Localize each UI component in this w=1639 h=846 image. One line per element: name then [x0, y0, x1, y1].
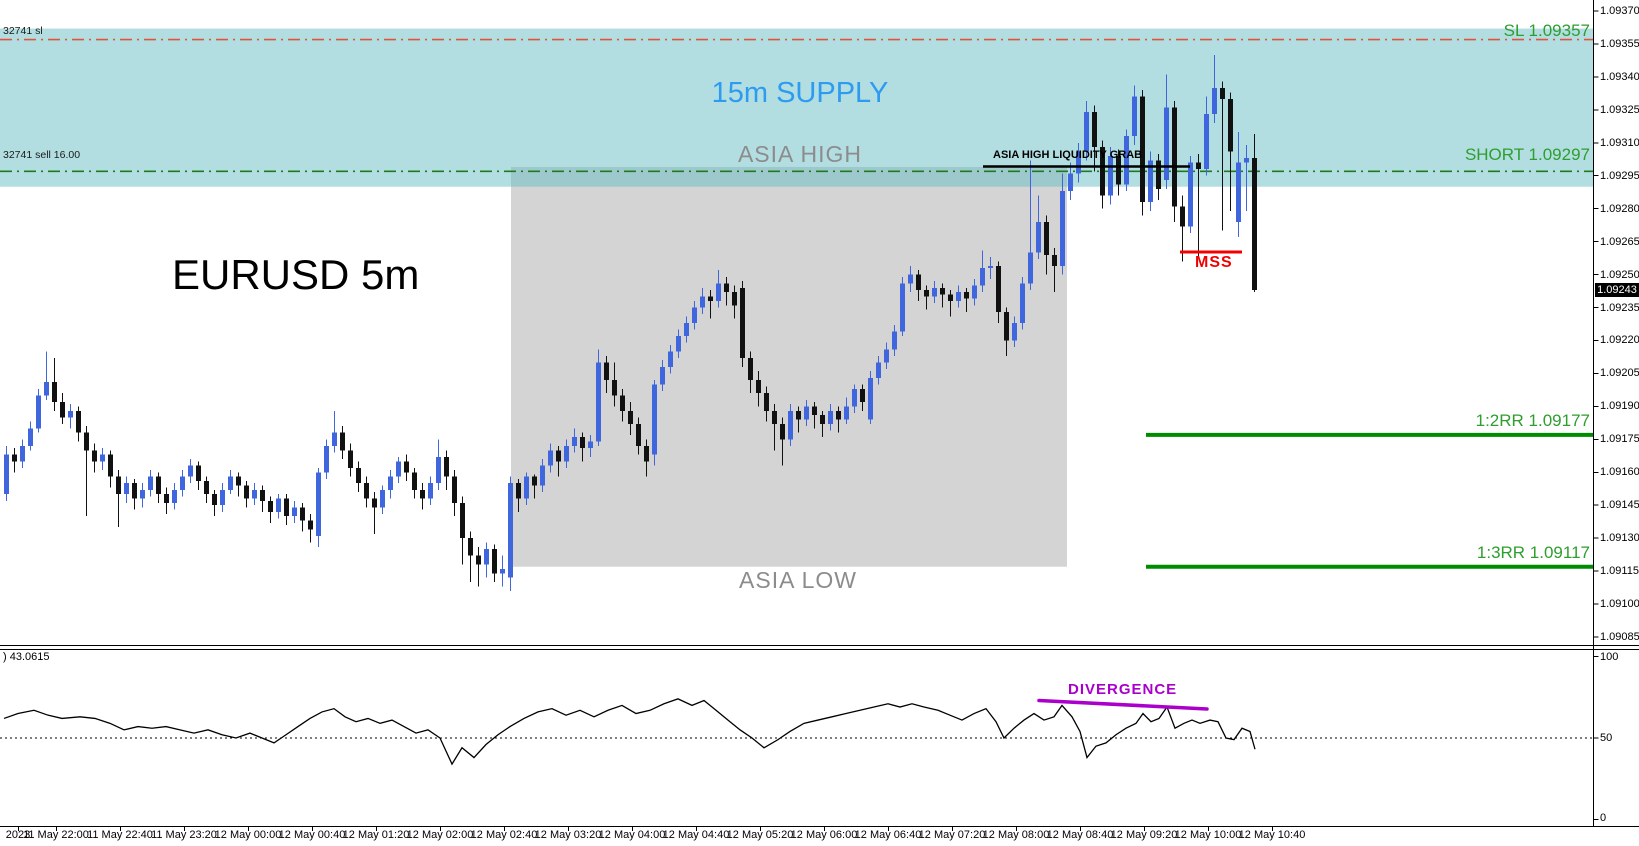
- rr3-level-label[interactable]: 1:3RR 1.09117: [1476, 543, 1590, 562]
- liquidity-grab-label[interactable]: ASIA HIGH LIQUIDITY GRAB: [993, 149, 1143, 161]
- symbol-watermark: EURUSD 5m: [172, 251, 420, 298]
- time-tick-label: 12 May 06:00: [790, 829, 858, 841]
- order-sl-tag[interactable]: 32741 sl: [3, 25, 43, 37]
- time-tick-label: 12 May 07:20: [918, 829, 986, 841]
- sl-level-label[interactable]: SL 1.09357: [1503, 21, 1590, 40]
- time-tick-label: 12 May 06:40: [854, 829, 922, 841]
- time-tick-label: 12 May 04:00: [598, 829, 666, 841]
- short-level-label[interactable]: SHORT 1.09297: [1464, 145, 1590, 164]
- time-tick-label: 12 May 02:40: [470, 829, 538, 841]
- price-tick-label: 1.09205: [1600, 367, 1639, 380]
- price-tick-label: 1.09220: [1600, 334, 1639, 347]
- time-tick-label: 12 May 09:20: [1110, 829, 1178, 841]
- supply-zone-box[interactable]: [0, 28, 1593, 187]
- time-tick-label: 12 May 00:40: [278, 829, 346, 841]
- current-price-badge: 1.09243: [1595, 283, 1639, 297]
- price-tick-label: 1.09295: [1600, 169, 1639, 182]
- asia-high-label[interactable]: ASIA HIGH: [737, 141, 863, 167]
- price-tick-label: 1.09265: [1600, 235, 1639, 248]
- time-tick-label: 12 May 10:40: [1238, 829, 1306, 841]
- time-tick-label: 12 May 02:00: [406, 829, 474, 841]
- divergence-line[interactable]: [1037, 698, 1209, 711]
- price-tick-label: 1.09145: [1600, 499, 1639, 512]
- price-tick-label: 1.09370: [1600, 5, 1639, 17]
- price-tick-label: 1.09175: [1600, 433, 1639, 446]
- price-tick-label: 1.09085: [1600, 630, 1639, 643]
- supply-zone-label[interactable]: 15m SUPPLY: [711, 77, 889, 109]
- mss-label[interactable]: MSS: [1195, 254, 1233, 271]
- time-tick-label: 11 May 23:20: [151, 829, 217, 841]
- asia-low-label[interactable]: ASIA LOW: [739, 567, 857, 593]
- order-sell-tag[interactable]: 32741 sell 16.00: [3, 149, 81, 161]
- time-tick-label: 12 May 03:20: [534, 829, 602, 841]
- asia-session-box[interactable]: [511, 166, 1067, 567]
- indicator-line: [3, 698, 1256, 766]
- indicator-scale-label: 0: [1600, 812, 1607, 824]
- divergence-label[interactable]: DIVERGENCE: [1068, 681, 1178, 698]
- indicator-value-label: ) 43.0615: [3, 651, 50, 663]
- price-tick-label: 1.09190: [1600, 400, 1639, 413]
- time-tick-label: 11 May 22:40: [87, 829, 153, 841]
- time-tick-label: 12 May 00:00: [214, 829, 282, 841]
- price-tick-label: 1.09325: [1600, 103, 1639, 116]
- time-tick-label: 12 May 05:20: [726, 829, 794, 841]
- time-tick-label: 2023: [5, 829, 31, 841]
- price-tick-label: 1.09250: [1600, 268, 1639, 281]
- price-tick-label: 1.09340: [1600, 70, 1639, 83]
- rr2-level-label[interactable]: 1:2RR 1.09177: [1475, 411, 1590, 430]
- indicator-scale-label: 50: [1600, 732, 1613, 744]
- time-tick-label: 12 May 04:40: [662, 829, 730, 841]
- indicator-scale-label: 100: [1600, 650, 1619, 663]
- price-tick-label: 1.09310: [1600, 136, 1639, 149]
- price-tick-label: 1.09160: [1600, 466, 1639, 479]
- price-tick-label: 1.09280: [1600, 202, 1639, 215]
- price-tick-label: 1.09100: [1600, 598, 1639, 611]
- price-tick-label: 1.09355: [1600, 37, 1639, 50]
- price-tick-label: 1.09115: [1600, 565, 1639, 578]
- price-tick-label: 1.09130: [1600, 532, 1639, 545]
- time-tick-label: 12 May 08:00: [982, 829, 1050, 841]
- candles-group: [4, 54, 1257, 591]
- time-tick-label: 11 May 22:00: [23, 829, 89, 841]
- time-tick-label: 12 May 08:40: [1046, 829, 1114, 841]
- price-tick-label: 1.09235: [1600, 301, 1639, 314]
- time-tick-label: 12 May 01:20: [342, 829, 410, 841]
- time-tick-label: 12 May 10:00: [1174, 829, 1242, 841]
